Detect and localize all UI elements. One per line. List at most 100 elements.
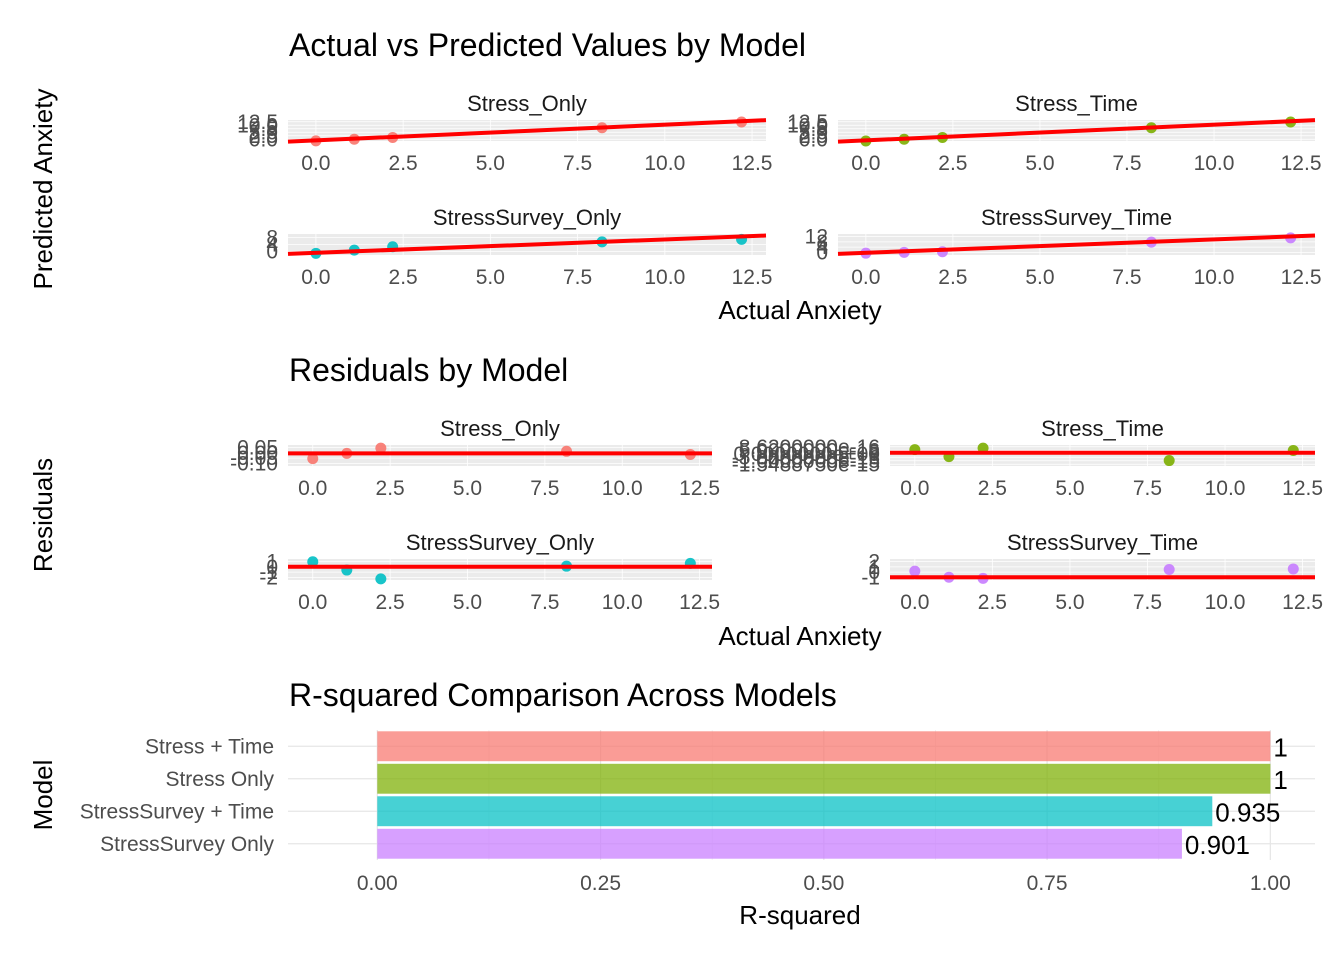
x-tick-label: 7.5 [1112, 266, 1141, 289]
rsq-xlabel: R-squared [739, 900, 860, 930]
x-tick-label: 12.5 [679, 591, 720, 614]
residuals-xlabel: Actual Anxiety [718, 621, 881, 651]
data-point [375, 573, 387, 585]
x-tick-label: 7.5 [563, 152, 592, 175]
y-tick-label: 8 [266, 227, 278, 250]
y-tick-label: 8.6200000e-16 [739, 436, 880, 459]
bar [377, 828, 1182, 859]
x-tick-label: 5.0 [1025, 152, 1054, 175]
residuals-ylabel: Residuals [28, 458, 58, 572]
x-tick-label: 12.5 [1281, 152, 1322, 175]
x-tick-label: 7.5 [1112, 152, 1141, 175]
y-tick-label: -0.10 [230, 452, 278, 475]
data-point [1163, 455, 1175, 467]
x-tick-label: 12.5 [1281, 266, 1322, 289]
x-tick-label: 5.0 [1055, 591, 1084, 614]
y-tick-label: 4 [816, 236, 828, 259]
x-tick-label: 5.0 [1055, 477, 1084, 500]
y-tick-label: 0.0 [799, 128, 828, 151]
panel-background [890, 559, 1315, 580]
x-tick-label: 5.0 [453, 477, 482, 500]
bar-value-label: 0.901 [1185, 830, 1250, 860]
rsq-title: R-squared Comparison Across Models [289, 677, 837, 713]
facet-strip-label: Stress_Time [1015, 91, 1138, 116]
x-tick-label: 10.0 [644, 266, 685, 289]
x-tick-label: 10.0 [1205, 477, 1246, 500]
x-tick-label: 2.5 [376, 591, 405, 614]
y-tick-label: 0.0000000e+00 [733, 443, 880, 466]
y-tick-label: 0 [816, 241, 828, 264]
x-tick-label: 2.5 [938, 266, 967, 289]
data-point [909, 565, 921, 577]
x-tick-label: 10.0 [602, 477, 643, 500]
y-tick-label: 0.0 [249, 128, 278, 151]
category-label: StressSurvey Only [100, 833, 274, 856]
x-tick-label: 7.5 [530, 477, 559, 500]
fit-line [287, 233, 767, 256]
fit-line [837, 233, 1316, 256]
x-tick-label: 0.50 [803, 872, 844, 895]
y-tick-label: 7.5 [249, 118, 278, 141]
bar-value-label: 1 [1273, 765, 1287, 795]
x-tick-label: 0.0 [900, 591, 929, 614]
y-tick-label: 1 [266, 551, 278, 574]
bar [377, 731, 1271, 762]
x-tick-label: 0.0 [301, 152, 330, 175]
y-tick-label: 2.5 [249, 125, 278, 148]
scatter-xlabel: Actual Anxiety [718, 295, 881, 325]
y-tick-label: 12.5 [787, 111, 828, 134]
data-point [1163, 564, 1175, 575]
data-point [1287, 563, 1299, 575]
y-tick-label: 8 [816, 231, 828, 254]
bar-value-label: 1 [1273, 732, 1287, 762]
y-tick-label: 0.05 [237, 437, 278, 460]
facet-strip-label: StressSurvey_Time [981, 205, 1172, 230]
x-tick-label: 7.5 [1133, 477, 1162, 500]
scatter-title: Actual vs Predicted Values by Model [289, 27, 806, 63]
facet-strip-label: StressSurvey_Time [1007, 530, 1198, 555]
x-tick-label: 7.5 [530, 591, 559, 614]
fit-line [837, 118, 1316, 144]
x-tick-label: 2.5 [389, 152, 418, 175]
y-tick-label: 1 [868, 556, 880, 579]
panel-background [288, 445, 712, 466]
y-tick-label: 0 [266, 241, 278, 264]
y-tick-label: 0 [868, 561, 880, 584]
y-tick-label: 10.0 [787, 114, 828, 137]
rsq-bars: 0.00 0.25 0.50 0.75 1.00 Stress + Time Stress … [80, 730, 1315, 895]
y-tick-label: -1.0000000e-15 [732, 450, 880, 473]
x-tick-label: 10.0 [1194, 266, 1235, 289]
y-tick-label: 5.0 [249, 121, 278, 144]
residual-facets: Stress_Only-0.10-0.050.000.050.0 2.5 5.0 7.… [230, 416, 1323, 614]
x-tick-label: 1.00 [1250, 872, 1291, 895]
x-tick-label: 0.0 [900, 477, 929, 500]
x-tick-label: 12.5 [732, 266, 773, 289]
facet-strip-label: StressSurvey_Only [406, 530, 594, 555]
y-tick-label: -1 [259, 561, 278, 584]
x-tick-label: 10.0 [1205, 591, 1246, 614]
y-tick-label: 0 [266, 556, 278, 579]
facet-strip-label: Stress_Time [1041, 416, 1164, 441]
bar-value-label: 0.935 [1215, 797, 1280, 827]
x-tick-label: 0.0 [298, 477, 327, 500]
x-tick-label: 0.0 [851, 266, 880, 289]
x-tick-label: 0.0 [851, 152, 880, 175]
x-tick-label: 0.0 [298, 591, 327, 614]
x-tick-label: 12.5 [1282, 477, 1323, 500]
y-tick-label: 4 [266, 234, 278, 257]
y-tick-label: 12 [805, 226, 828, 249]
y-tick-label: 10.0 [237, 114, 278, 137]
y-tick-label: 0.00 [237, 442, 278, 465]
y-tick-label: 7.5 [799, 118, 828, 141]
y-tick-label: -1.5488750e-15 [732, 453, 880, 476]
x-tick-label: 7.5 [563, 266, 592, 289]
x-tick-label: 10.0 [602, 591, 643, 614]
data-point [375, 442, 387, 454]
panel-background [288, 559, 712, 580]
x-tick-label: 10.0 [644, 152, 685, 175]
x-tick-label: 0.25 [580, 872, 621, 895]
data-point [307, 556, 319, 568]
residuals-title: Residuals by Model [289, 352, 568, 388]
x-tick-label: 2.5 [978, 591, 1007, 614]
